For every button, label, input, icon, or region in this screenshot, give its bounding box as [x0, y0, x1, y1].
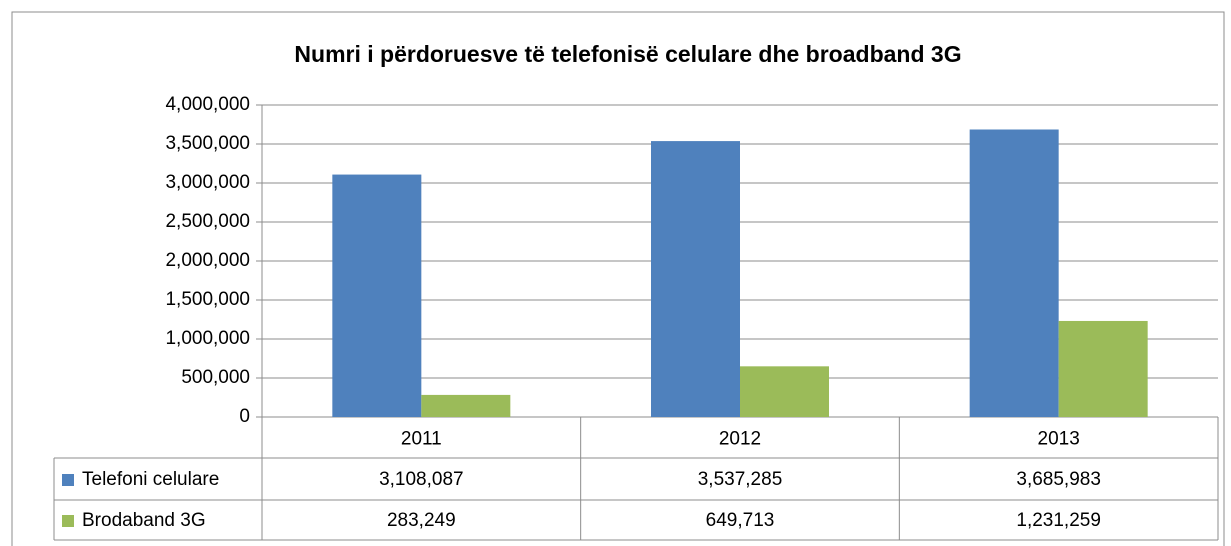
legend-swatch	[62, 474, 74, 486]
bar	[740, 366, 829, 417]
bar	[1058, 320, 1148, 417]
chart-title: Numri i përdoruesve të telefonisë celula…	[294, 41, 961, 67]
x-tick-label: 2013	[1038, 429, 1080, 450]
x-tick-label: 2011	[401, 429, 442, 450]
y-tick-label: 2,000,000	[165, 250, 250, 271]
chart-border	[11, 11, 1225, 546]
y-tick-label: 4,000,000	[165, 94, 250, 115]
table-value: 649,713	[706, 510, 775, 531]
table-value: 3,108,087	[379, 469, 464, 490]
y-tick-label: 500,000	[181, 367, 250, 388]
legend-label: Telefoni celulare	[82, 469, 219, 490]
bar	[969, 129, 1059, 417]
y-tick-label: 2,500,000	[165, 211, 250, 232]
y-tick-label: 3,500,000	[165, 133, 250, 154]
table-value: 3,685,983	[1016, 469, 1101, 490]
bar	[332, 174, 422, 417]
y-tick-label: 1,500,000	[165, 289, 250, 310]
x-tick-label: 2012	[719, 429, 761, 450]
bar	[421, 394, 511, 417]
table-value: 283,249	[387, 510, 456, 531]
legend-label: Brodaband 3G	[82, 510, 206, 531]
bar	[651, 141, 740, 417]
legend-swatch	[62, 515, 74, 527]
table-value: 3,537,285	[698, 469, 783, 490]
y-tick-label: 3,000,000	[165, 172, 250, 193]
table-value: 1,231,259	[1016, 510, 1101, 531]
y-tick-label: 1,000,000	[165, 328, 250, 349]
y-tick-label: 0	[239, 406, 250, 427]
